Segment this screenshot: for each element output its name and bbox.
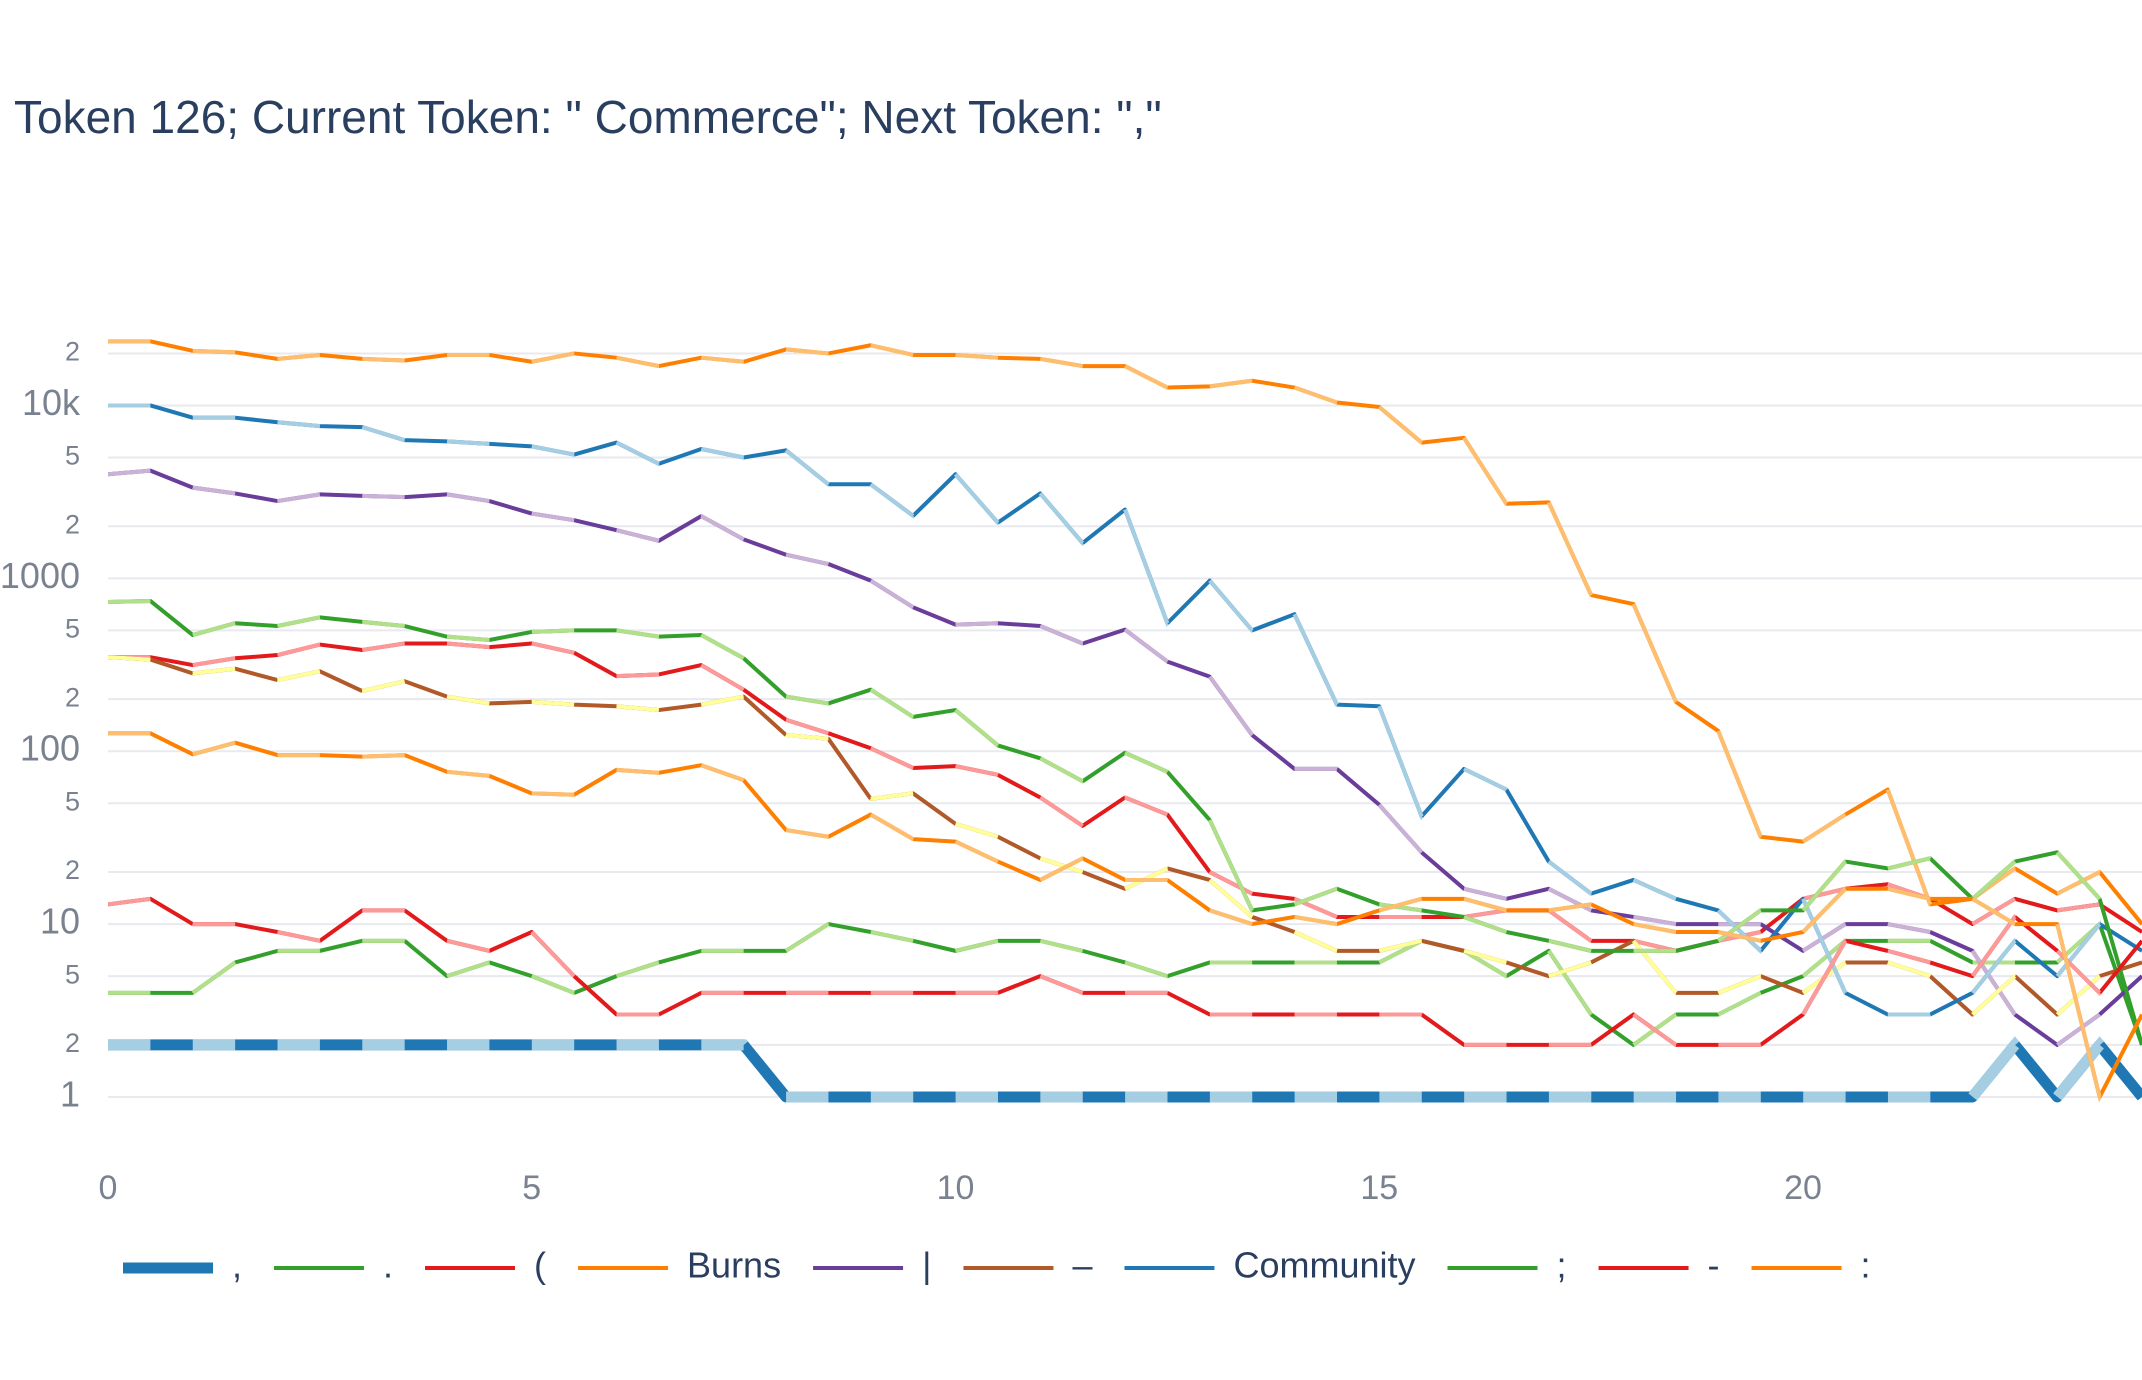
x-tick-label: 5 xyxy=(522,1169,541,1207)
legend-label: : xyxy=(1861,1245,1871,1286)
series-line-alt xyxy=(108,641,2142,953)
y-tick-label: 5 xyxy=(65,959,80,989)
legend-label: ( xyxy=(534,1245,546,1286)
series-line xyxy=(108,922,2142,1047)
y-tick-label: 2 xyxy=(65,1028,80,1058)
series-line xyxy=(108,1039,2142,1103)
y-tick-label: 10k xyxy=(22,382,81,423)
y-tick-label: 2 xyxy=(65,682,80,712)
y-tick-label: 5 xyxy=(65,786,80,816)
legend-label: , xyxy=(232,1245,242,1286)
series-line-alt xyxy=(108,655,2142,1018)
series-line xyxy=(108,731,2142,1099)
series-line-alt xyxy=(108,468,2142,1048)
legend-label: - xyxy=(1708,1245,1720,1286)
y-tick-label: 1000 xyxy=(0,555,80,596)
y-tick-label: 2 xyxy=(65,855,80,885)
series-line-alt xyxy=(108,1036,2142,1106)
series-line xyxy=(108,896,2142,1047)
y-tick-label: 5 xyxy=(65,441,80,471)
x-tick-label: 10 xyxy=(937,1169,975,1207)
grid xyxy=(108,352,2142,1098)
series-line-alt xyxy=(108,339,2142,926)
y-tick-label: 2 xyxy=(65,509,80,539)
series-line xyxy=(108,598,2142,1046)
series-line xyxy=(108,339,2142,926)
legend-label: – xyxy=(1072,1245,1092,1286)
chart-title: Token 126; Current Token: " Commerce"; N… xyxy=(14,91,1162,143)
x-tick-label: 15 xyxy=(1360,1169,1398,1207)
legend-label: | xyxy=(922,1245,931,1286)
series-line-alt xyxy=(108,920,2142,1048)
y-tick-label: 2 xyxy=(65,337,80,367)
legend-label: Burns xyxy=(687,1245,781,1286)
y-tick-label: 1 xyxy=(60,1073,80,1114)
y-tick-label: 10 xyxy=(40,901,80,942)
plot-area xyxy=(108,339,2142,1106)
x-tick-label: 0 xyxy=(99,1169,118,1207)
legend-label: ; xyxy=(1557,1245,1567,1286)
legend: ,. ( Burns | – Community; -: xyxy=(123,1245,1871,1286)
x-tick-label: 20 xyxy=(1784,1169,1822,1207)
legend-label: . xyxy=(383,1245,393,1286)
legend-label: Community xyxy=(1233,1245,1415,1286)
series-line xyxy=(108,403,2142,1017)
y-tick-label: 5 xyxy=(65,614,80,644)
y-tick-label: 100 xyxy=(20,728,80,769)
